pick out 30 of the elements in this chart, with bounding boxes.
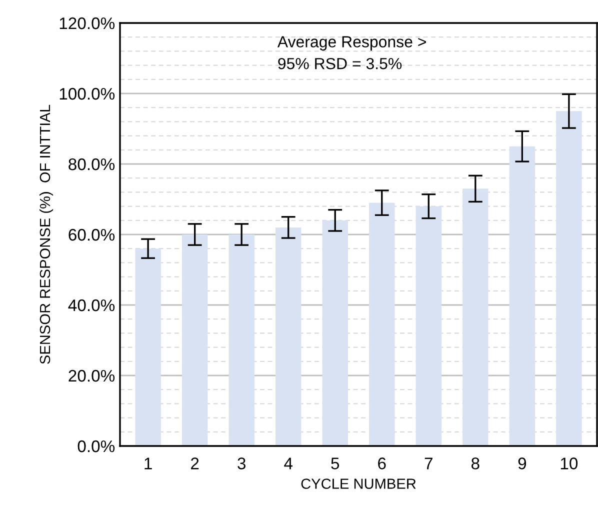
- bar: [462, 188, 488, 446]
- y-axis-title: SENSOR RESPONSE (%) OF INTTIAL: [39, 104, 54, 364]
- bar: [228, 234, 254, 446]
- x-axis-title: CYCLE NUMBER: [301, 478, 416, 489]
- y-tick-label: 0.0%: [78, 440, 115, 452]
- bar: [416, 206, 442, 446]
- x-tick-label: 10: [560, 458, 578, 470]
- x-tick-label: 7: [424, 458, 432, 470]
- bar: [509, 146, 536, 446]
- y-tick-label: 40.0%: [68, 299, 115, 312]
- y-tick-label: 80.0%: [68, 158, 115, 170]
- bar: [135, 248, 161, 446]
- bar: [275, 227, 302, 446]
- y-tick-label: 120.0%: [60, 17, 115, 30]
- annotation: Average Response > 95% RSD = 3.5%: [277, 36, 426, 70]
- x-tick-label: 4: [284, 458, 292, 470]
- x-tick-label: 2: [191, 458, 199, 470]
- x-tick-label: 1: [144, 458, 152, 470]
- x-tick-label: 6: [378, 458, 386, 470]
- y-tick-label: 20.0%: [68, 370, 115, 382]
- x-tick-label: 5: [331, 458, 340, 470]
- bar: [556, 111, 582, 446]
- bar: [182, 234, 208, 446]
- y-tick-label: 100.0%: [60, 88, 115, 100]
- y-tick-label: 60.0%: [68, 228, 115, 241]
- x-tick-label: 9: [518, 458, 526, 470]
- bar: [322, 220, 348, 446]
- x-tick-label: 8: [472, 458, 480, 470]
- x-tick-label: 3: [238, 458, 246, 470]
- bar: [369, 202, 395, 446]
